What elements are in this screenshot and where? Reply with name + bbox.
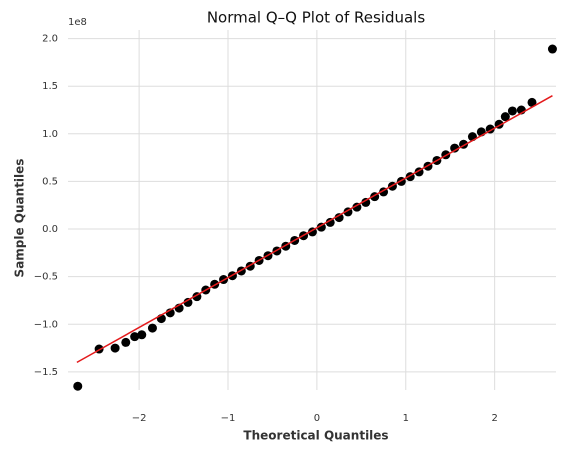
- y-tick-label: 0.5: [42, 176, 58, 187]
- y-tick-label: 0.0: [42, 224, 58, 235]
- x-tick-label: 1: [403, 413, 409, 424]
- y-tick-label: −1.5: [34, 367, 58, 378]
- x-tick-label: −1: [221, 413, 236, 424]
- point: [334, 213, 344, 223]
- fit-line: [76, 95, 553, 364]
- y-axis-label: Sample Quantiles: [13, 159, 27, 278]
- y-tick-label: −0.5: [34, 272, 58, 283]
- point: [183, 297, 193, 307]
- point: [73, 381, 83, 391]
- point: [450, 143, 460, 153]
- point: [121, 337, 131, 347]
- point: [527, 97, 537, 107]
- point: [547, 44, 557, 54]
- point: [130, 332, 140, 342]
- point: [361, 197, 371, 207]
- y-tick-label: 2.0: [42, 34, 58, 45]
- x-tick-label: 2: [491, 413, 497, 424]
- point: [110, 343, 120, 353]
- y-tick-label: 1.0: [42, 129, 58, 140]
- point: [507, 106, 517, 116]
- y-tick-label: −1.0: [34, 319, 58, 330]
- y-tick-label: 1.5: [42, 81, 58, 92]
- chart-title: Normal Q–Q Plot of Residuals: [207, 9, 426, 27]
- point: [147, 323, 157, 333]
- x-axis-label: Theoretical Quantiles: [243, 429, 388, 443]
- point: [137, 330, 147, 340]
- x-tick-label: −2: [132, 413, 147, 424]
- point: [500, 112, 510, 122]
- x-tick-label: 0: [314, 413, 320, 424]
- y-offset-label: 1e8: [68, 17, 87, 28]
- point: [325, 217, 335, 227]
